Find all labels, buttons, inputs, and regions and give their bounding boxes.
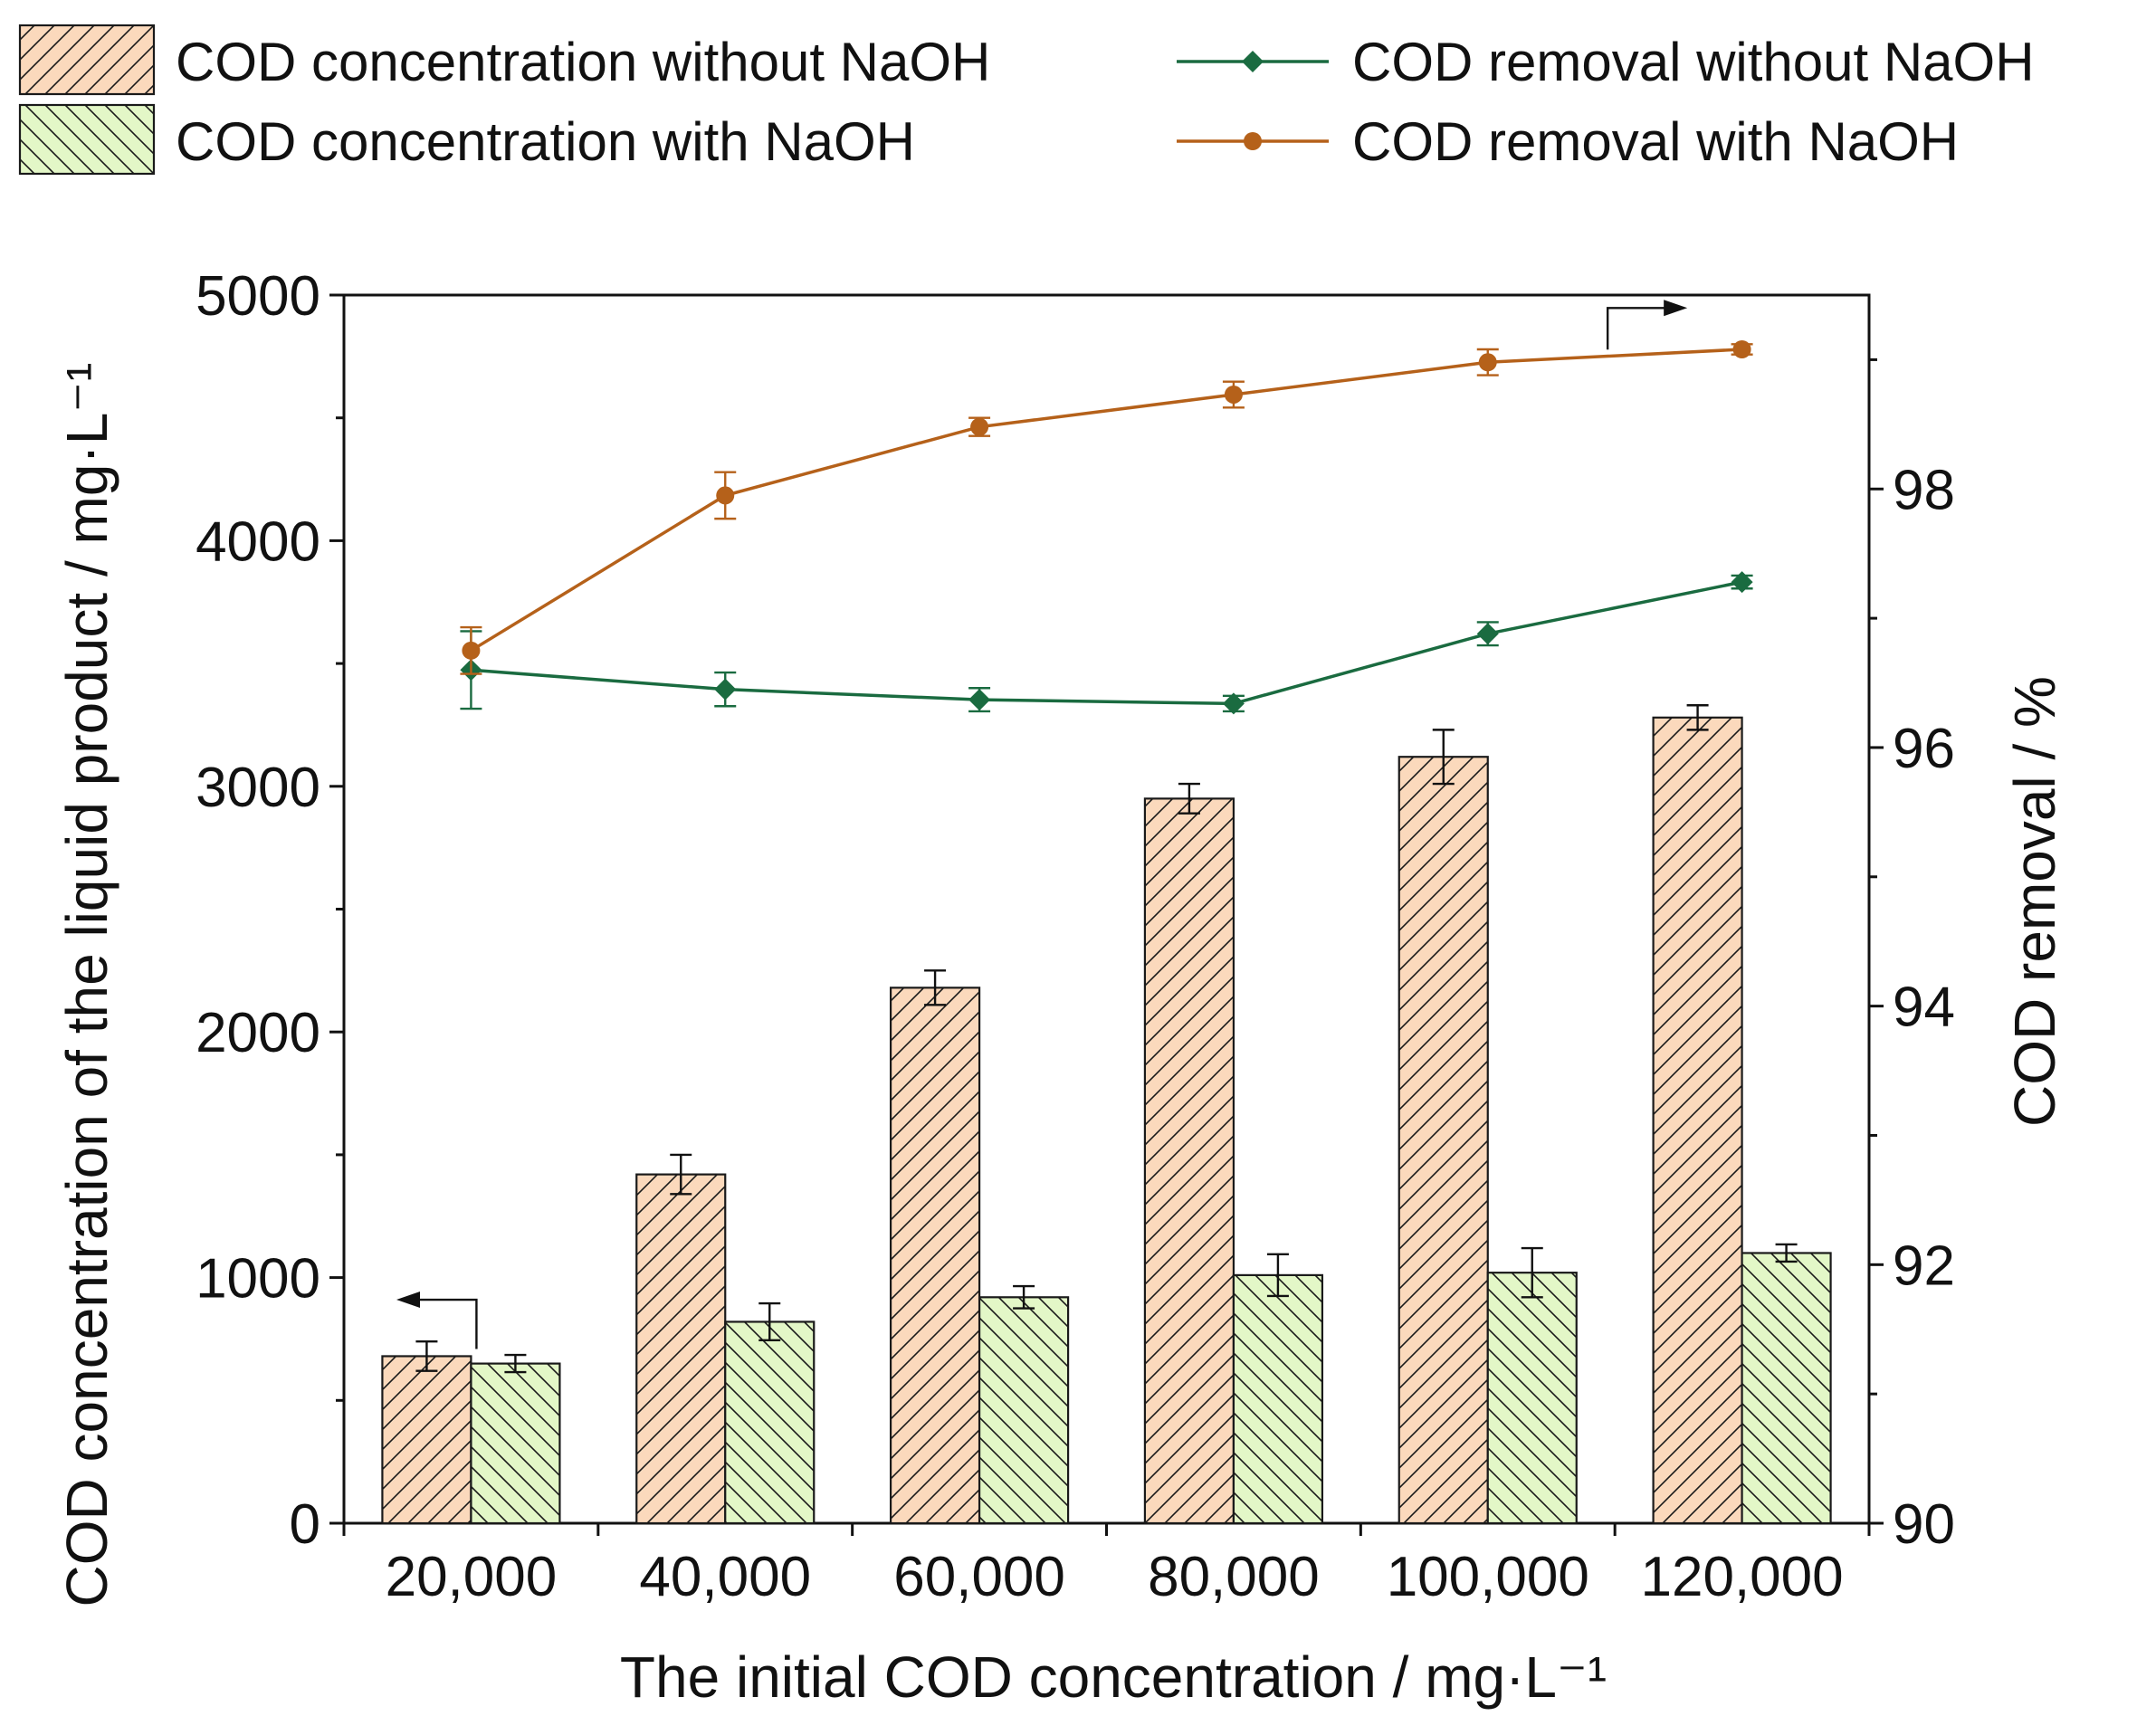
- data-point: [1478, 353, 1497, 372]
- bar-hatch: [1741, 1252, 1832, 1525]
- legend-marker: [1244, 132, 1262, 150]
- bar-hatch: [724, 1320, 816, 1525]
- y-axis-right-title: COD removal / %: [2002, 676, 2067, 1127]
- x-tick-label: 100,000: [1387, 1546, 1589, 1608]
- legend-label: COD removal without NaOH: [1352, 32, 2035, 92]
- y-left-tick-label: 4000: [196, 510, 320, 573]
- left-axis-pointer: [416, 1298, 478, 1349]
- axes: 0 1000 2000 3000 4000 5000 90 92 94 96 98 20,000 40,…: [196, 265, 1955, 1608]
- y-right-tick-label: 92: [1893, 1235, 1955, 1297]
- legend-label: COD removal with NaOH: [1352, 111, 1959, 172]
- bar-hatch: [1143, 797, 1235, 1525]
- y-left-tick-label: 5000: [196, 265, 320, 328]
- y-right-tick-label: 96: [1893, 718, 1955, 780]
- left-arrow-icon: [396, 1292, 420, 1309]
- bar-hatch: [1398, 756, 1489, 1525]
- series-line: [471, 580, 1742, 706]
- data-point: [716, 486, 735, 505]
- bar-hatch: [470, 1362, 561, 1525]
- data-point: [968, 689, 991, 711]
- legend: COD concentration without NaOH COD concen…: [18, 24, 2035, 176]
- x-tick-label: 40,000: [639, 1546, 811, 1608]
- legend-item: COD concentration without NaOH: [18, 24, 990, 96]
- bar-hatch: [889, 987, 981, 1525]
- y-left-tick-label: 3000: [196, 757, 320, 819]
- data-point: [1476, 623, 1499, 645]
- bar-group: [889, 969, 981, 1525]
- bar-hatch: [1232, 1273, 1324, 1525]
- x-tick-label: 20,000: [386, 1546, 558, 1608]
- bar-group: [978, 1284, 1070, 1525]
- legend-item: COD removal without NaOH: [1177, 32, 2035, 92]
- y-right-tick-label: 98: [1893, 459, 1955, 521]
- data-point: [714, 678, 737, 701]
- legend-marker: [1242, 51, 1264, 72]
- data-point: [970, 417, 989, 436]
- bar-group: [1652, 704, 1743, 1525]
- bar-group: [381, 1339, 472, 1525]
- legend-swatch-hatch: [18, 24, 156, 96]
- legend-label: COD concentration without NaOH: [176, 32, 990, 92]
- bar-group: [724, 1301, 816, 1525]
- data-point: [1222, 692, 1245, 715]
- data-marks: [381, 339, 1832, 1525]
- legend-label: COD concentration with NaOH: [176, 111, 915, 172]
- x-axis-title: The initial COD concentration / mg·L⁻¹: [620, 1644, 1607, 1710]
- y-left-tick-label: 1000: [196, 1248, 320, 1311]
- bar-hatch: [381, 1355, 472, 1525]
- series-line: [470, 348, 1742, 653]
- data-point: [1732, 339, 1751, 358]
- bar-group: [1232, 1253, 1324, 1525]
- bar-hatch: [1652, 716, 1743, 1525]
- y-left-tick-label: 0: [290, 1493, 320, 1556]
- bar-hatch: [635, 1173, 727, 1525]
- x-tick-label: 60,000: [893, 1546, 1065, 1608]
- y-right-tick-label: 94: [1893, 977, 1955, 1039]
- data-point: [462, 641, 481, 660]
- y-left-tick-label: 2000: [196, 1002, 320, 1064]
- plot-frame: [342, 293, 1871, 1525]
- data-point: [1224, 385, 1243, 404]
- right-axis-pointer: [1606, 307, 1666, 350]
- bar-group: [635, 1153, 727, 1525]
- bar-hatch: [978, 1296, 1070, 1525]
- bar-group: [470, 1353, 561, 1525]
- bar-group: [1143, 782, 1235, 1525]
- legend-item: COD concentration with NaOH: [18, 103, 915, 176]
- x-tick-label: 80,000: [1148, 1546, 1320, 1608]
- data-point: [1731, 571, 1753, 594]
- right-arrow-icon: [1664, 300, 1688, 317]
- bar-group: [1486, 1246, 1578, 1525]
- bar-hatch: [1486, 1272, 1578, 1525]
- x-tick-label: 120,000: [1641, 1546, 1844, 1608]
- legend-swatch-hatch: [18, 103, 156, 176]
- bar-group: [1741, 1243, 1832, 1525]
- legend-item: COD removal with NaOH: [1177, 111, 1959, 172]
- y-axis-left-title: COD concentration of the liquid product …: [54, 363, 119, 1607]
- y-right-tick-label: 90: [1893, 1493, 1955, 1556]
- bar-group: [1398, 729, 1489, 1525]
